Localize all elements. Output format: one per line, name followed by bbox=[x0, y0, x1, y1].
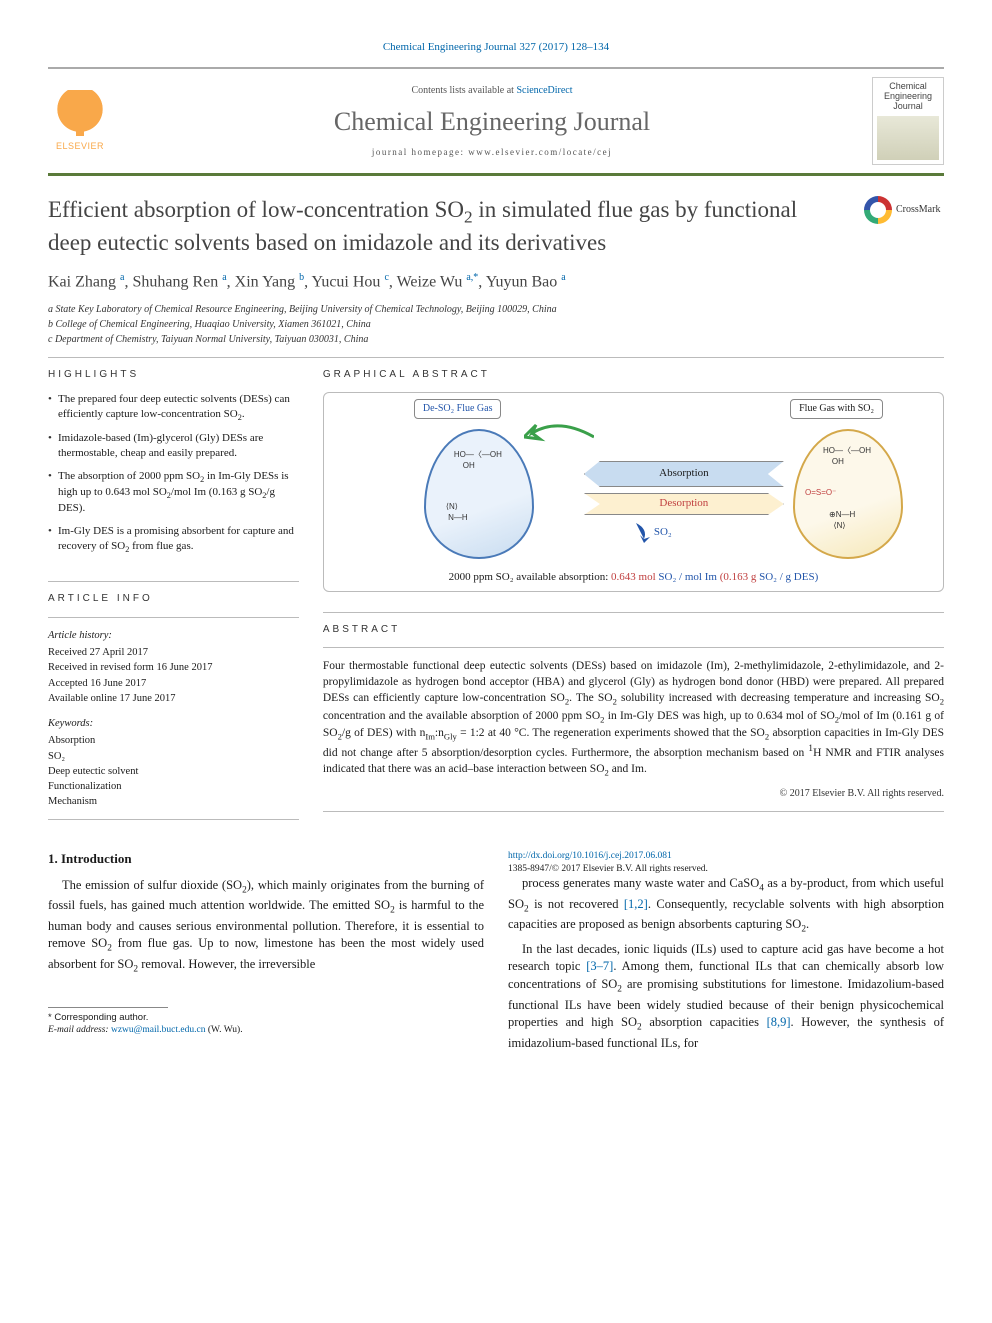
affiliations: a State Key Laboratory of Chemical Resou… bbox=[48, 302, 944, 347]
issn-line: 1385-8947/© 2017 Elsevier B.V. All right… bbox=[508, 864, 708, 874]
sciencedirect-link[interactable]: ScienceDirect bbox=[516, 85, 572, 96]
footnotes: * Corresponding author. E-mail address: … bbox=[48, 1012, 484, 1037]
email-link[interactable]: wzwu@mail.buct.edu.cn bbox=[111, 1025, 206, 1035]
highlight-item: The absorption of 2000 ppm SO2 in Im-Gly… bbox=[48, 469, 299, 516]
graphical-abstract-label: GRAPHICAL ABSTRACT bbox=[323, 368, 944, 382]
citation-bar: Chemical Engineering Journal 327 (2017) … bbox=[48, 40, 944, 55]
absorption-arrow: Absorption bbox=[584, 461, 784, 487]
desorption-arrow: Desorption bbox=[584, 493, 784, 515]
highlights-label: HIGHLIGHTS bbox=[48, 368, 299, 382]
graphical-abstract: De-SO₂ Flue Gas Flue Gas with SO₂ HO—〈—O… bbox=[323, 392, 944, 592]
abstract-label: ABSTRACT bbox=[323, 623, 944, 637]
history-line: Received in revised form 16 June 2017 bbox=[48, 660, 299, 675]
green-arrow-icon bbox=[524, 423, 594, 443]
journal-title: Chemical Engineering Journal bbox=[128, 104, 856, 140]
doi-link[interactable]: http://dx.doi.org/10.1016/j.cej.2017.06.… bbox=[508, 851, 672, 861]
affiliation-b: b College of Chemical Engineering, Huaqi… bbox=[48, 317, 944, 332]
keyword: Deep eutectic solvent bbox=[48, 764, 299, 779]
abstract-copyright: © 2017 Elsevier B.V. All rights reserved… bbox=[323, 787, 944, 801]
ga-drop-yellow: HO—〈—OH OH O=S=O⁻ ⊕N—H ⟨N⟩ bbox=[793, 429, 903, 559]
body-paragraph: In the last decades, ionic liquids (ILs)… bbox=[508, 941, 944, 1052]
highlights-list: The prepared four deep eutectic solvents… bbox=[48, 392, 299, 555]
ga-drop-blue: HO—〈—OH OH ⟨N⟩ N—H bbox=[424, 429, 534, 559]
journal-header: ELSEVIER Contents lists available at Sci… bbox=[48, 67, 944, 176]
body-paragraph: process generates many waste water and C… bbox=[508, 875, 944, 937]
contents-available: Contents lists available at ScienceDirec… bbox=[128, 84, 856, 98]
introduction-section: 1. Introduction The emission of sulfur d… bbox=[48, 850, 944, 1053]
keyword: Mechanism bbox=[48, 794, 299, 809]
article-title: Efficient absorption of low-concentratio… bbox=[48, 196, 844, 257]
affiliation-c: c Department of Chemistry, Taiyuan Norma… bbox=[48, 332, 944, 347]
history-line: Received 27 April 2017 bbox=[48, 645, 299, 660]
crossmark-icon bbox=[864, 196, 892, 224]
highlight-item: Imidazole-based (Im)-glycerol (Gly) DESs… bbox=[48, 431, 299, 461]
keywords-title: Keywords: bbox=[48, 716, 299, 731]
keyword: SO₂ bbox=[48, 749, 299, 764]
so2-out-label: SO₂ bbox=[654, 525, 672, 540]
affiliation-a: a State Key Laboratory of Chemical Resou… bbox=[48, 302, 944, 317]
article-info-label: ARTICLE INFO bbox=[48, 592, 299, 607]
corresponding-author: * Corresponding author. bbox=[48, 1012, 148, 1023]
history-title: Article history: bbox=[48, 628, 299, 643]
elsevier-logo: ELSEVIER bbox=[48, 85, 112, 157]
body-paragraph: The emission of sulfur dioxide (SO2), wh… bbox=[48, 877, 484, 977]
section-heading: 1. Introduction bbox=[48, 850, 484, 868]
crossmark-badge[interactable]: CrossMark bbox=[864, 196, 944, 224]
so2-out-arrow-icon bbox=[632, 521, 654, 543]
keyword: Absorption bbox=[48, 733, 299, 748]
abstract-text: Four thermostable functional deep eutect… bbox=[323, 658, 944, 779]
journal-homepage: journal homepage: www.elsevier.com/locat… bbox=[128, 146, 856, 159]
ga-deso2-label: De-SO₂ Flue Gas bbox=[414, 399, 502, 419]
authors-list: Kai Zhang a, Shuhang Ren a, Xin Yang b, … bbox=[48, 271, 944, 294]
journal-cover-thumb: Chemical Engineering Journal bbox=[872, 77, 944, 165]
keyword: Functionalization bbox=[48, 779, 299, 794]
history-line: Available online 17 June 2017 bbox=[48, 691, 299, 706]
highlight-item: Im-Gly DES is a promising absorbent for … bbox=[48, 524, 299, 555]
highlight-item: The prepared four deep eutectic solvents… bbox=[48, 392, 299, 423]
ga-fluegas-label: Flue Gas with SO₂ bbox=[790, 399, 883, 419]
ga-caption: 2000 ppm SO₂ available absorption: 0.643… bbox=[324, 570, 943, 585]
history-line: Accepted 16 June 2017 bbox=[48, 676, 299, 691]
doi-block: http://dx.doi.org/10.1016/j.cej.2017.06.… bbox=[508, 850, 944, 875]
